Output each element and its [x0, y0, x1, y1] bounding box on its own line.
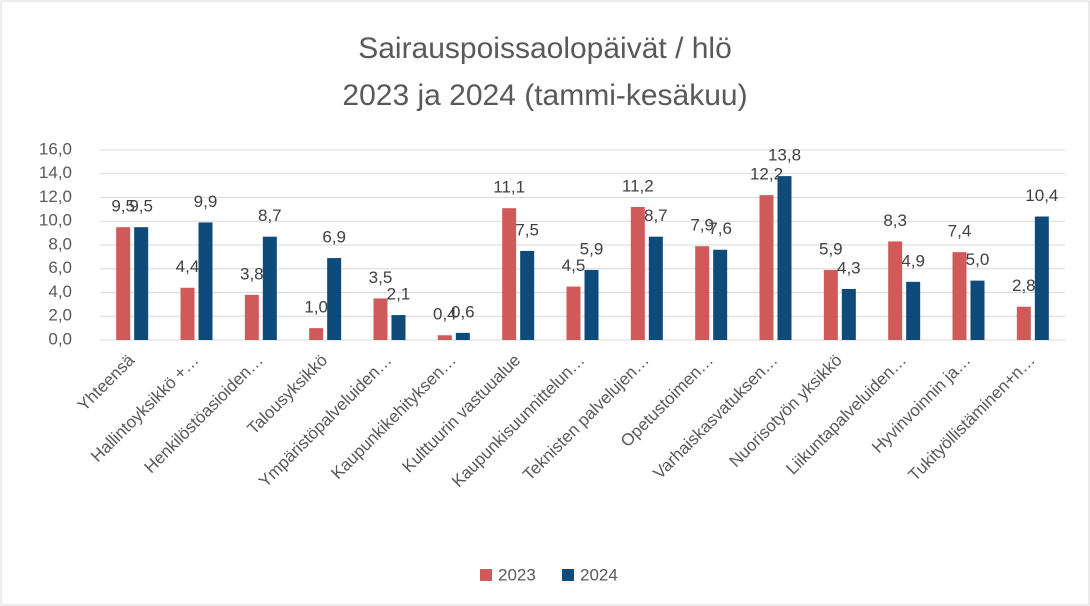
bar	[952, 252, 967, 340]
bar	[373, 298, 388, 340]
value-label: 6,9	[322, 228, 346, 247]
bar	[1034, 216, 1049, 340]
value-label: 9,5	[111, 197, 135, 216]
bar	[455, 332, 470, 340]
value-label: 4,4	[176, 257, 200, 276]
bar	[180, 287, 195, 340]
chart-title: Sairauspoissaolopäivät / hlö	[358, 32, 732, 65]
y-tick-label: 0,0	[48, 329, 72, 348]
bar	[134, 227, 149, 340]
y-tick-label: 4,0	[48, 282, 72, 301]
value-label: 5,0	[966, 250, 990, 269]
bar	[841, 288, 856, 340]
bar	[970, 280, 985, 340]
bar	[502, 208, 517, 340]
bar	[1016, 306, 1031, 340]
value-label: 8,7	[258, 206, 282, 225]
value-label: 7,4	[948, 222, 972, 241]
bar	[888, 241, 903, 340]
y-tick-label: 12,0	[39, 187, 72, 206]
y-tick-label: 6,0	[48, 258, 72, 277]
value-label: 5,9	[580, 239, 604, 258]
value-label: 9,5	[129, 197, 153, 216]
bar	[759, 195, 774, 340]
bar	[566, 286, 581, 340]
value-label: 1,0	[304, 298, 328, 317]
value-label: 7,9	[690, 216, 714, 235]
bar	[327, 258, 342, 340]
y-tick-label: 8,0	[48, 234, 72, 253]
value-label: 3,8	[240, 264, 264, 283]
value-label: 2,1	[387, 285, 411, 304]
value-label: 4,3	[837, 258, 861, 277]
bar	[391, 315, 406, 340]
value-label: 13,8	[768, 146, 801, 165]
y-tick-label: 16,0	[39, 139, 72, 158]
bar	[713, 249, 728, 340]
bar	[906, 281, 921, 340]
value-label: 10,4	[1025, 186, 1058, 205]
bar	[116, 227, 131, 340]
value-label: 4,5	[562, 256, 586, 275]
y-tick-label: 2,0	[48, 306, 72, 325]
legend-swatch	[480, 569, 492, 581]
value-label: 5,9	[819, 239, 843, 258]
value-label: 3,5	[369, 268, 393, 287]
value-label: 12,2	[750, 165, 783, 184]
value-label: 11,1	[493, 178, 525, 197]
legend-label: 2023	[498, 565, 536, 584]
value-label: 7,6	[708, 219, 732, 238]
bar	[437, 335, 452, 340]
bar	[198, 222, 213, 340]
bar	[244, 294, 259, 340]
bar	[823, 269, 838, 340]
legend-swatch	[562, 569, 574, 581]
value-label: 11,2	[622, 176, 654, 195]
bar	[584, 269, 599, 340]
value-label: 4,9	[901, 251, 925, 270]
y-tick-label: 14,0	[39, 163, 72, 182]
bar	[630, 207, 645, 340]
value-label: 8,7	[644, 206, 668, 225]
value-label: 0,4	[433, 305, 457, 324]
value-label: 2,8	[1012, 276, 1036, 295]
legend-label: 2024	[580, 565, 618, 584]
value-label: 0,6	[451, 302, 475, 321]
bar	[520, 250, 535, 340]
value-label: 7,5	[515, 220, 539, 239]
bar	[309, 328, 324, 340]
bar	[648, 236, 663, 340]
chart-title: 2023 ja 2024 (tammi-kesäkuu)	[342, 79, 747, 112]
value-label: 8,3	[883, 211, 907, 230]
bar	[777, 176, 792, 340]
bar	[262, 236, 277, 340]
value-label: 9,9	[194, 192, 218, 211]
bar	[695, 246, 710, 340]
y-tick-label: 10,0	[39, 211, 72, 230]
